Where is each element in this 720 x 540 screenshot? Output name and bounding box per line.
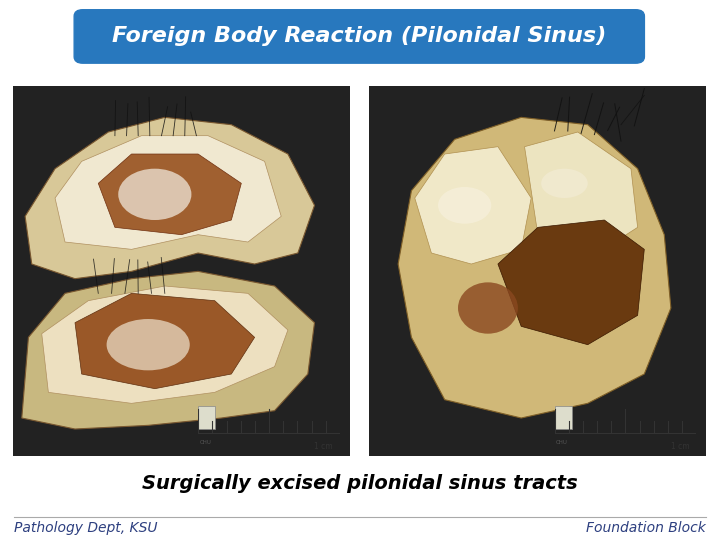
Bar <box>369 86 706 456</box>
Bar <box>13 86 350 456</box>
Polygon shape <box>99 154 241 235</box>
Ellipse shape <box>541 168 588 198</box>
Text: Foreign Body Reaction (Pilonidal Sinus): Foreign Body Reaction (Pilonidal Sinus) <box>112 26 606 46</box>
Text: CHU: CHU <box>556 440 568 444</box>
Text: 1 cm: 1 cm <box>670 442 689 451</box>
Polygon shape <box>525 132 638 253</box>
Bar <box>554 406 572 429</box>
Bar <box>198 406 215 429</box>
Ellipse shape <box>458 282 518 334</box>
Polygon shape <box>22 271 315 429</box>
Ellipse shape <box>107 319 190 370</box>
Polygon shape <box>415 147 531 264</box>
Polygon shape <box>55 136 282 249</box>
FancyBboxPatch shape <box>74 10 644 63</box>
Polygon shape <box>75 293 255 389</box>
Polygon shape <box>398 117 671 418</box>
Polygon shape <box>42 286 288 403</box>
Ellipse shape <box>118 168 192 220</box>
Polygon shape <box>498 220 644 345</box>
Polygon shape <box>25 117 315 279</box>
Text: 1 cm: 1 cm <box>314 442 333 451</box>
Text: CHU: CHU <box>199 440 212 444</box>
Ellipse shape <box>438 187 491 224</box>
Text: Pathology Dept, KSU: Pathology Dept, KSU <box>14 521 158 535</box>
Text: Surgically excised pilonidal sinus tracts: Surgically excised pilonidal sinus tract… <box>142 474 578 493</box>
Text: Foundation Block: Foundation Block <box>586 521 706 535</box>
